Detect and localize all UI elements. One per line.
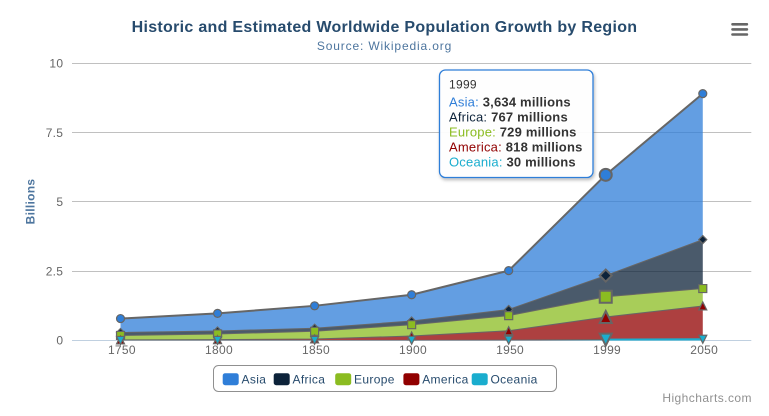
svg-text:Oceania: 30 millions: Oceania: 30 millions [449, 155, 576, 170]
svg-text:1850: 1850 [302, 343, 330, 357]
svg-text:10: 10 [49, 57, 63, 71]
svg-text:7.5: 7.5 [46, 126, 64, 140]
svg-text:2.5: 2.5 [46, 264, 64, 278]
svg-text:Europe: 729 millions: Europe: 729 millions [449, 125, 577, 140]
svg-text:0: 0 [56, 334, 63, 348]
svg-text:America: America [422, 372, 468, 386]
svg-text:1900: 1900 [399, 343, 427, 357]
svg-text:5: 5 [56, 195, 63, 209]
svg-text:Africa: 767 millions: Africa: 767 millions [449, 109, 568, 124]
svg-text:1999: 1999 [593, 343, 621, 357]
svg-text:America: 818 millions: America: 818 millions [449, 140, 583, 155]
svg-text:1999: 1999 [449, 78, 477, 92]
svg-text:Asia: 3,634 millions: Asia: 3,634 millions [449, 94, 571, 109]
svg-text:1750: 1750 [108, 343, 136, 357]
svg-text:Historic and Estimated Worldwi: Historic and Estimated Worldwide Populat… [132, 19, 638, 36]
svg-text:Source: Wikipedia.org: Source: Wikipedia.org [317, 39, 452, 53]
svg-text:1950: 1950 [496, 343, 524, 357]
svg-text:Highcharts.com: Highcharts.com [662, 391, 752, 405]
svg-text:Europe: Europe [354, 372, 395, 386]
svg-text:Asia: Asia [242, 372, 267, 386]
svg-text:2050: 2050 [690, 343, 718, 357]
svg-text:1800: 1800 [205, 343, 233, 357]
svg-text:Oceania: Oceania [491, 372, 538, 386]
svg-text:Africa: Africa [293, 372, 326, 386]
svg-text:Billions: Billions [23, 179, 37, 225]
